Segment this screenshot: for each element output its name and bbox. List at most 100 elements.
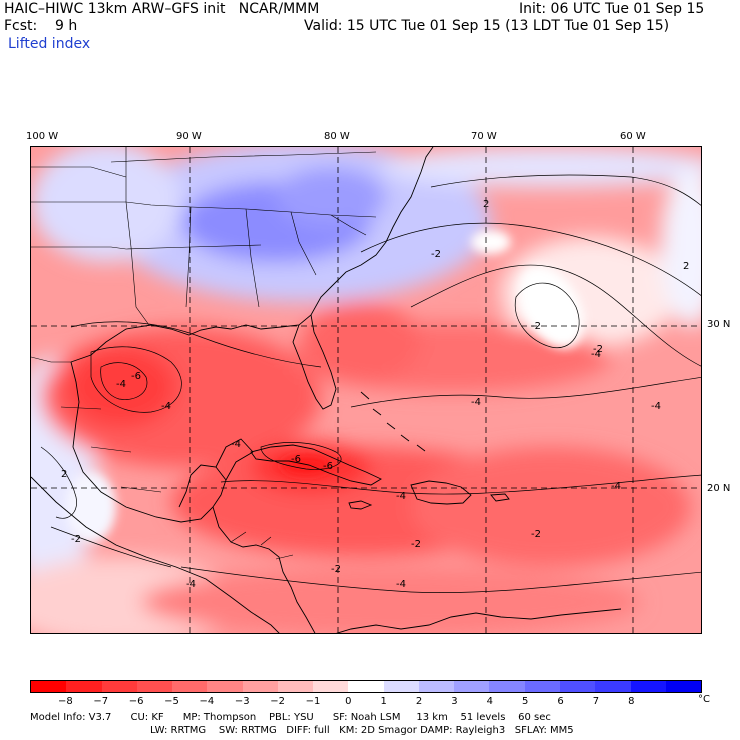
colorbar-tick-label: −2: [270, 696, 285, 707]
colorbar-segment: [595, 681, 631, 692]
contour-label: -6: [323, 461, 333, 472]
contour-label: -4: [471, 397, 481, 408]
contour-label: -6: [291, 454, 301, 465]
contour-minus6-texas: [100, 362, 148, 400]
colorbar-segment: [418, 681, 455, 692]
model-title: HAIC–HIWC 13km ARW–GFS init NCAR/MMM: [4, 1, 320, 17]
lon-label-90w: 90 W: [176, 131, 202, 142]
colorbar-tick-label: −6: [128, 696, 144, 707]
contour-minus4-caribbean: [220, 474, 701, 495]
central-america-coast: [212, 506, 316, 633]
colorbar-segment: [207, 681, 243, 692]
colorbar-segment: [172, 681, 208, 692]
contours: [40, 174, 701, 593]
colorbar-tick-label: 5: [521, 696, 529, 707]
white-patch-mexico: [66, 472, 116, 542]
contour-label: 2: [483, 199, 489, 210]
jamaica: [348, 500, 373, 510]
hispaniola: [410, 480, 472, 505]
contour-label: -4: [161, 401, 171, 412]
lon-label-70w: 70 W: [471, 131, 497, 142]
colorbar-segment: [66, 681, 102, 692]
contour-label: -2: [431, 249, 441, 260]
bahamas: [360, 391, 426, 452]
colorbar-segment: [348, 681, 384, 692]
colorbar-segment: [489, 681, 525, 692]
border-ms-al: [185, 206, 192, 308]
colorbar-segment: [665, 681, 702, 692]
border-lat-line-1: [31, 201, 377, 218]
mexico-gulf-coast: [70, 361, 227, 523]
valid-time: Valid: 15 UTC Tue 01 Sep 15 (13 LDT Tue …: [304, 18, 670, 34]
contour-label: -2: [71, 534, 81, 545]
contour-zero-northeast: [430, 174, 701, 206]
colorbar-segment: [630, 681, 666, 692]
contour-minus2-south: [180, 566, 701, 593]
puerto-rico: [490, 493, 510, 502]
moderate-south: [141, 567, 641, 633]
contour-label: -2: [531, 321, 541, 332]
stable-core-carolina: [276, 167, 386, 227]
colorbar-tick-label: 3: [451, 696, 458, 707]
colorbar-tick-label: 6: [557, 696, 564, 707]
lat-label-30n: 30 N: [707, 319, 731, 330]
contour-plus2-mexico: [40, 446, 77, 519]
border-ga-sc: [290, 211, 317, 276]
border-central-america: [230, 531, 294, 560]
colorbar-unit: °C: [698, 694, 710, 705]
contour-minus4-gulf: [70, 321, 322, 368]
colorbar-tick-label: 8: [628, 696, 635, 707]
contour-minus2-band: [350, 376, 701, 408]
contour-label: -4: [186, 579, 196, 590]
border-al-ga: [245, 208, 260, 308]
model-info-line2: LW: RRTMG SW: RRTMG DIFF: full KM: 2D Sm…: [150, 725, 574, 736]
contour-label: 2: [61, 469, 67, 480]
florida-peninsula: [292, 314, 337, 410]
contour-label: -2: [411, 539, 421, 550]
colorbar-tick-label: −1: [305, 696, 321, 707]
colorbar-segment: [136, 681, 173, 692]
lifted-index-map: 2 2 -2 -2 -2 -4 -4 -4 -6 -6 -4 -4 -4 -6 …: [30, 146, 702, 634]
contour-label: -4: [651, 401, 661, 412]
contour-label: -4: [231, 439, 241, 450]
border-us-mexico: [31, 356, 71, 363]
colorbar-tick-label: 7: [592, 696, 600, 707]
lat-label-20n: 20 N: [707, 483, 731, 494]
colorbar-segment: [242, 681, 278, 692]
contour-label: -6: [131, 371, 141, 382]
contour-label: -4: [591, 349, 601, 360]
forecast-hour: Fcst: 9 h: [4, 18, 78, 34]
colorbar-segment: [31, 681, 67, 692]
contour-label: -4: [611, 481, 621, 492]
contour-neutral-tongue: [514, 282, 580, 349]
coastlines: [31, 147, 622, 633]
colorbar-tick-label: 4: [486, 696, 493, 707]
contour-labels: 2 2 -2 -2 -2 -4 -4 -4 -6 -6 -4 -4 -4 -6 …: [61, 199, 689, 590]
cuba: [250, 444, 382, 486]
contour-label: -2: [593, 344, 603, 355]
colorbar-segment: [454, 681, 490, 692]
us-gulf-atlantic-coast: [70, 147, 434, 363]
contour-minus4-texas: [90, 346, 182, 413]
border-tx-la: [125, 147, 150, 326]
contour-label: -2: [531, 529, 541, 540]
unstable-florida: [301, 302, 421, 382]
colorbar: [30, 680, 702, 693]
unstable-texas: [66, 347, 176, 427]
contour-minus2-atlantic: [410, 264, 701, 367]
lon-label-60w: 60 W: [620, 131, 646, 142]
white-patch-bahamas: [471, 230, 511, 254]
contour-label: -4: [396, 579, 406, 590]
contour-label: -2: [331, 564, 341, 575]
stable-ne-atlantic: [381, 147, 701, 187]
model-info-line1: Model Info: V3.7 CU: KF MP: Thompson PBL…: [30, 712, 551, 723]
border-tn-ky: [110, 151, 377, 163]
colorbar-tick-label: −7: [93, 696, 109, 707]
field-name: Lifted index: [8, 36, 91, 52]
contour-zero-east: [360, 222, 701, 296]
colorbar-segment: [101, 681, 137, 692]
colorbar-segment: [524, 681, 560, 692]
lon-label-80w: 80 W: [324, 131, 350, 142]
state-borders: [31, 147, 377, 560]
lat-lon-grid: [31, 147, 701, 633]
